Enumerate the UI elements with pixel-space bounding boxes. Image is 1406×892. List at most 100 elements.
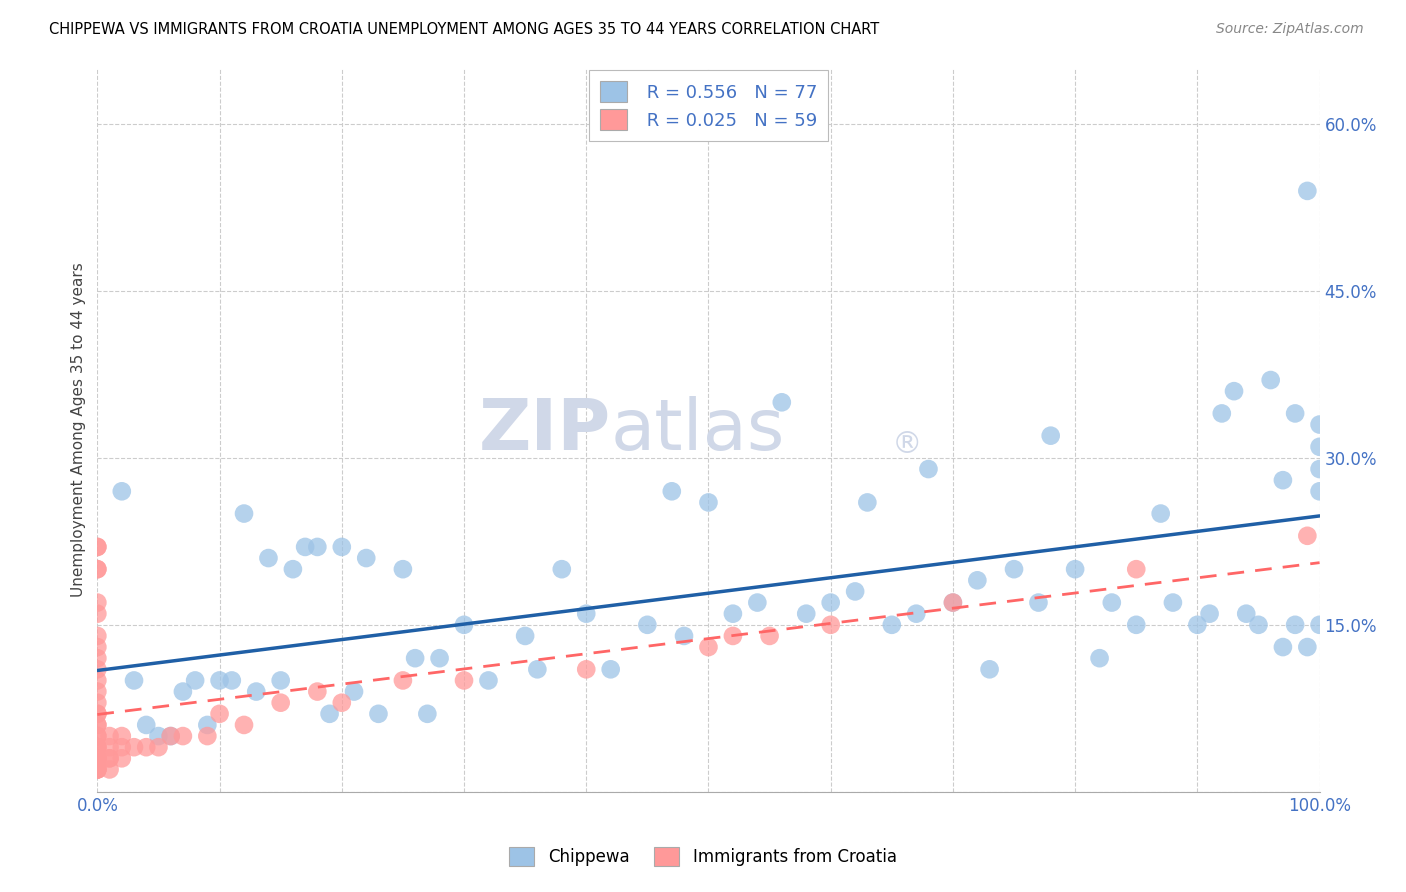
Point <box>330 540 353 554</box>
Text: atlas: atlas <box>610 396 785 465</box>
Point <box>820 617 842 632</box>
Point <box>195 729 218 743</box>
Point <box>1125 617 1147 632</box>
Point <box>135 718 157 732</box>
Point <box>208 673 231 688</box>
Point <box>86 751 108 765</box>
Point <box>172 684 194 698</box>
Point <box>86 706 108 721</box>
Point <box>1150 507 1173 521</box>
Point <box>281 562 304 576</box>
Point <box>1296 640 1319 654</box>
Point <box>966 574 988 588</box>
Point <box>551 562 574 576</box>
Point <box>245 684 267 698</box>
Point <box>111 484 134 499</box>
Point <box>721 607 744 621</box>
Point <box>453 617 475 632</box>
Point <box>844 584 866 599</box>
Point <box>697 640 720 654</box>
Point <box>221 673 243 688</box>
Point <box>98 751 121 765</box>
Point <box>820 596 842 610</box>
Point <box>1125 562 1147 576</box>
Point <box>1223 384 1246 399</box>
Point <box>758 629 780 643</box>
Point <box>307 684 329 698</box>
Point <box>86 729 108 743</box>
Point <box>1002 562 1025 576</box>
Point <box>148 729 170 743</box>
Point <box>416 706 439 721</box>
Point <box>526 662 548 676</box>
Point <box>1309 617 1331 632</box>
Point <box>747 596 769 610</box>
Point <box>1247 617 1270 632</box>
Point <box>794 607 817 621</box>
Point <box>86 596 108 610</box>
Point <box>86 763 108 777</box>
Point <box>184 673 207 688</box>
Text: Source: ZipAtlas.com: Source: ZipAtlas.com <box>1216 22 1364 37</box>
Point <box>1161 596 1184 610</box>
Point <box>636 617 658 632</box>
Point <box>979 662 1001 676</box>
Point <box>697 495 720 509</box>
Point <box>1271 473 1294 487</box>
Point <box>122 740 145 755</box>
Text: ZIP: ZIP <box>478 396 610 465</box>
Point <box>1309 484 1331 499</box>
Point <box>1211 406 1233 420</box>
Point <box>159 729 181 743</box>
Point <box>135 740 157 755</box>
Point <box>86 718 108 732</box>
Point <box>318 706 340 721</box>
Point <box>856 495 879 509</box>
Point <box>477 673 499 688</box>
Point <box>330 696 353 710</box>
Legend:  R = 0.556   N = 77,  R = 0.025   N = 59: R = 0.556 N = 77, R = 0.025 N = 59 <box>589 70 828 141</box>
Point <box>111 751 134 765</box>
Point <box>1284 617 1306 632</box>
Point <box>86 684 108 698</box>
Point <box>257 551 280 566</box>
Point <box>86 696 108 710</box>
Point <box>1296 529 1319 543</box>
Point <box>86 540 108 554</box>
Point <box>1260 373 1282 387</box>
Point <box>98 751 121 765</box>
Point <box>86 751 108 765</box>
Point <box>1028 596 1050 610</box>
Point <box>86 729 108 743</box>
Point <box>942 596 965 610</box>
Point <box>233 718 256 732</box>
Point <box>599 662 621 676</box>
Point <box>86 640 108 654</box>
Point <box>404 651 426 665</box>
Point <box>513 629 536 643</box>
Point <box>1198 607 1220 621</box>
Point <box>392 562 415 576</box>
Point <box>111 740 134 755</box>
Point <box>1296 184 1319 198</box>
Point <box>917 462 939 476</box>
Point <box>86 651 108 665</box>
Point <box>270 696 292 710</box>
Point <box>575 607 598 621</box>
Point <box>86 763 108 777</box>
Point <box>148 740 170 755</box>
Point <box>86 751 108 765</box>
Point <box>86 607 108 621</box>
Point <box>86 562 108 576</box>
Point <box>195 718 218 732</box>
Point <box>343 684 366 698</box>
Point <box>1234 607 1257 621</box>
Point <box>942 596 965 610</box>
Point <box>453 673 475 688</box>
Point <box>172 729 194 743</box>
Point <box>673 629 696 643</box>
Point <box>294 540 316 554</box>
Point <box>86 706 108 721</box>
Point <box>1271 640 1294 654</box>
Point <box>1309 417 1331 432</box>
